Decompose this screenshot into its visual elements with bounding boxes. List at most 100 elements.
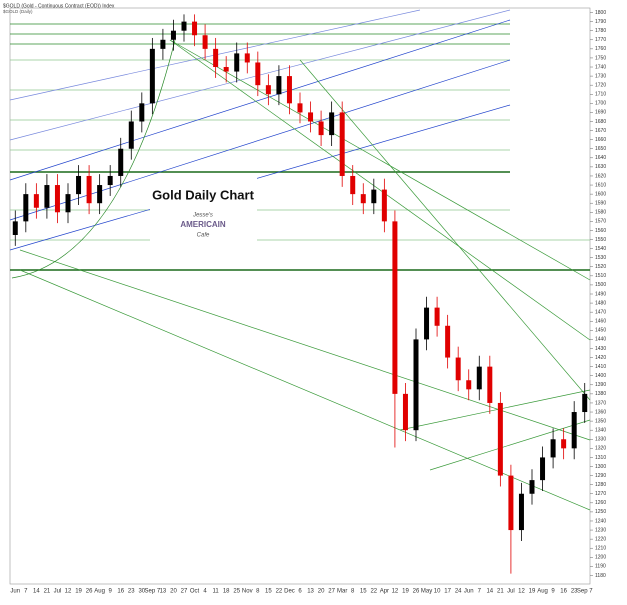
y-tick-label: 1680 — [595, 119, 606, 125]
trend-line — [9, 59, 511, 221]
x-tick-label: 21 — [497, 589, 504, 595]
candle-body — [202, 35, 208, 49]
candle-body — [497, 402, 503, 476]
y-tick-label: 1490 — [595, 291, 606, 297]
x-tick-label: 19 — [402, 589, 409, 595]
candle-body — [181, 21, 187, 31]
x-tick-label: 6 — [298, 589, 302, 595]
y-tick-label: 1620 — [595, 173, 606, 179]
candle-body — [33, 194, 39, 208]
x-tick-label: Jul — [507, 589, 515, 595]
x-tick-label: 14 — [33, 589, 40, 595]
x-tick-label: 9 — [109, 589, 113, 595]
y-tick-label: 1740 — [595, 64, 606, 70]
candle-body — [571, 412, 577, 449]
candle-body — [244, 53, 250, 63]
x-tick-label: 22 — [370, 589, 377, 595]
y-tick-label: 1310 — [595, 455, 606, 461]
candle-body — [582, 393, 588, 413]
candle-body — [561, 439, 567, 449]
trend-line — [169, 39, 591, 341]
x-tick-label: 7 — [24, 589, 28, 595]
y-tick-label: 1640 — [595, 155, 606, 161]
x-tick-label: 26 — [86, 589, 93, 595]
x-tick-label: 11 — [213, 589, 220, 595]
y-tick-label: 1600 — [595, 191, 606, 197]
candle-body — [518, 493, 524, 531]
trend-line — [299, 59, 591, 401]
x-tick-label: 27 — [181, 589, 188, 595]
candle-body — [381, 189, 387, 222]
x-tick-label: 15 — [265, 589, 272, 595]
x-tick-label: 8 — [256, 589, 260, 595]
x-tick-label: 16 — [117, 589, 124, 595]
candle-body — [339, 112, 345, 176]
candle-body — [402, 393, 408, 431]
candle-body — [12, 221, 18, 235]
x-tick-label: 4 — [203, 589, 207, 595]
candle-body — [213, 48, 219, 68]
trend-line — [19, 249, 591, 441]
subheader: $GOLD (Daily) — [3, 9, 33, 14]
candle-body — [508, 475, 514, 531]
candle-body — [149, 48, 155, 104]
y-tick-label: 1550 — [595, 237, 606, 243]
candle-body — [118, 148, 124, 176]
candle-body — [466, 380, 472, 390]
x-tick-label: Aug — [537, 589, 548, 595]
y-tick-label: 1470 — [595, 309, 606, 315]
y-tick-label: 1630 — [595, 164, 606, 170]
y-tick-label: 1670 — [595, 128, 606, 134]
candle-body — [234, 53, 240, 72]
y-tick-label: 1500 — [595, 282, 606, 288]
y-tick-label: 1770 — [595, 37, 606, 43]
y-tick-label: 1480 — [595, 300, 606, 306]
candle-body — [97, 185, 103, 204]
candle-body — [223, 67, 229, 72]
candle-body — [360, 194, 366, 204]
y-tick-label: 1580 — [595, 210, 606, 216]
x-tick-label: Jun — [10, 589, 20, 595]
x-tick-label: 13 — [160, 589, 167, 595]
y-tick-label: 1410 — [595, 364, 606, 370]
y-tick-label: 1180 — [595, 573, 606, 579]
x-tick-label: 22 — [276, 589, 283, 595]
x-tick-label: Apr — [380, 589, 389, 595]
candle-body — [65, 194, 71, 213]
y-tick-label: 1420 — [595, 355, 606, 361]
x-tick-label: 25 — [233, 589, 240, 595]
title-box — [150, 178, 257, 244]
y-tick-label: 1400 — [595, 373, 606, 379]
y-tick-label: 1290 — [595, 473, 606, 479]
y-tick-label: 1370 — [595, 400, 606, 406]
candle-body — [413, 339, 419, 431]
y-tick-label: 1720 — [595, 83, 606, 89]
x-tick-label: 9 — [551, 589, 555, 595]
candle-body — [86, 175, 92, 204]
x-tick-label: Oct — [190, 589, 200, 595]
y-tick-label: 1790 — [595, 19, 606, 25]
chart-title: Gold Daily Chart — [152, 187, 255, 202]
x-tick-label: 17 — [444, 589, 451, 595]
candle-body — [350, 175, 356, 195]
x-tick-label: 14 — [486, 589, 493, 595]
y-tick-label: 1730 — [595, 73, 606, 79]
y-tick-label: 1240 — [595, 518, 606, 524]
x-tick-label: 15 — [360, 589, 367, 595]
y-tick-label: 1540 — [595, 246, 606, 252]
trend-line — [169, 39, 591, 281]
x-tick-label: 10 — [434, 589, 441, 595]
x-tick-label: 30 — [138, 589, 145, 595]
candle-body — [139, 103, 145, 122]
x-tick-label: Aug — [94, 589, 105, 595]
candle-body — [107, 175, 113, 186]
x-tick-label: 16 — [560, 589, 567, 595]
x-tick-label: 20 — [170, 589, 177, 595]
x-tick-label: 12 — [518, 589, 525, 595]
y-tick-label: 1700 — [595, 101, 606, 107]
candle-body — [192, 21, 198, 36]
candle-body — [276, 76, 282, 95]
x-tick-label: 26 — [413, 589, 420, 595]
candle-body — [329, 112, 335, 136]
y-tick-label: 1300 — [595, 464, 606, 470]
